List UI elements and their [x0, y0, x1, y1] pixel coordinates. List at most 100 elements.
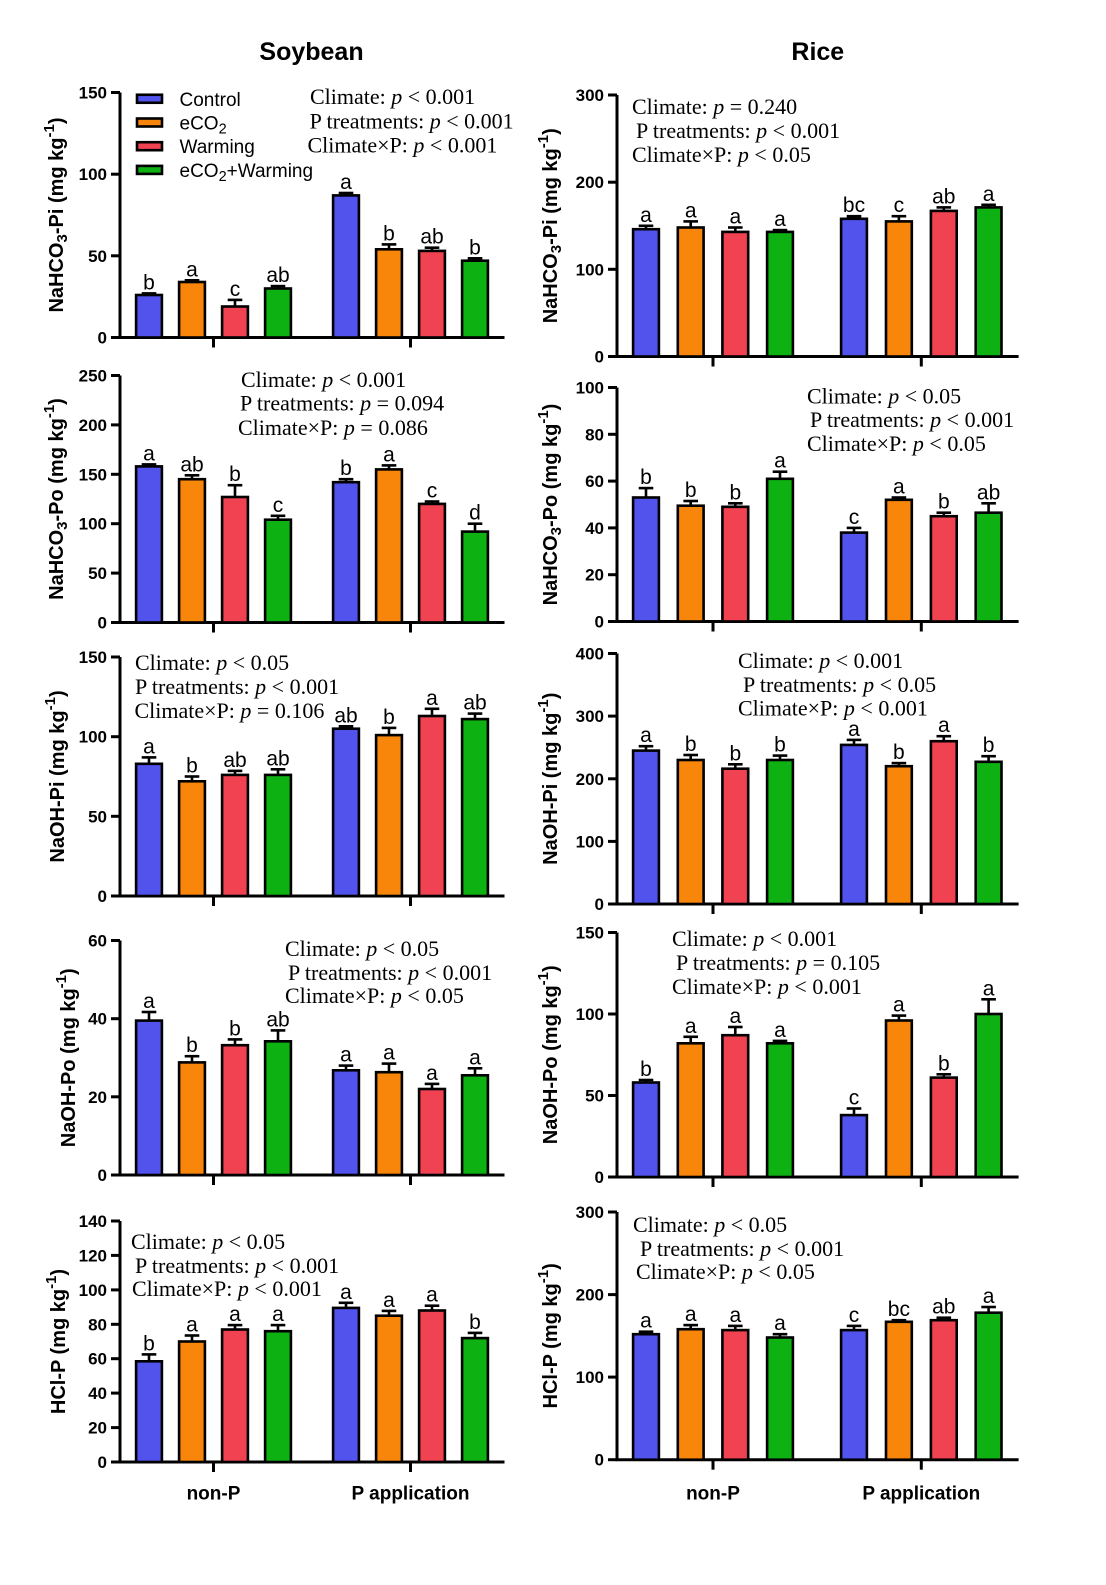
svg-text:60: 60	[88, 1350, 107, 1369]
svg-text:NaHCO3-Po (mg kg-1): NaHCO3-Po (mg kg-1)	[535, 404, 565, 606]
svg-text:P treatments: p < 0.001: P treatments: p < 0.001	[135, 1253, 339, 1278]
svg-text:a: a	[340, 171, 352, 194]
svg-text:Climate: p < 0.001: Climate: p < 0.001	[241, 367, 406, 392]
svg-text:a: a	[143, 442, 155, 465]
svg-text:b: b	[640, 466, 652, 489]
svg-text:120: 120	[79, 1246, 107, 1265]
svg-text:bc: bc	[888, 1298, 910, 1321]
svg-text:50: 50	[585, 1087, 604, 1106]
svg-text:Climate: p < 0.05: Climate: p < 0.05	[285, 936, 439, 961]
svg-text:P treatments: p < 0.001: P treatments: p < 0.001	[810, 407, 1014, 432]
svg-text:a: a	[640, 724, 652, 747]
svg-text:P treatments: p < 0.001: P treatments: p < 0.001	[310, 109, 514, 134]
svg-text:150: 150	[576, 924, 604, 943]
svg-text:200: 200	[576, 1286, 604, 1305]
svg-text:a: a	[729, 1304, 741, 1327]
svg-text:a: a	[685, 199, 697, 222]
svg-text:HCl-P (mg kg-1): HCl-P (mg kg-1)	[535, 1263, 562, 1408]
svg-text:a: a	[774, 1019, 786, 1042]
svg-text:50: 50	[88, 807, 107, 826]
svg-text:0: 0	[595, 895, 604, 914]
svg-text:a: a	[729, 206, 741, 229]
svg-text:a: a	[272, 1303, 284, 1326]
svg-text:100: 100	[576, 1368, 604, 1387]
svg-text:20: 20	[88, 1088, 107, 1107]
svg-text:NaOH-Pi (mg kg-1): NaOH-Pi (mg kg-1)	[535, 693, 562, 865]
svg-text:Climate: p < 0.05: Climate: p < 0.05	[131, 1229, 285, 1254]
svg-text:b: b	[685, 479, 697, 502]
svg-text:100: 100	[576, 832, 604, 851]
svg-text:a: a	[469, 1046, 481, 1069]
svg-text:50: 50	[88, 247, 107, 266]
svg-text:c: c	[894, 194, 905, 217]
svg-text:a: a	[774, 450, 786, 473]
svg-text:a: a	[340, 1281, 352, 1304]
svg-text:b: b	[383, 222, 395, 245]
svg-text:a: a	[143, 735, 155, 758]
svg-text:a: a	[426, 687, 438, 710]
svg-text:80: 80	[585, 425, 604, 444]
svg-text:100: 100	[79, 1281, 107, 1300]
svg-text:150: 150	[79, 648, 107, 667]
svg-text:b: b	[143, 271, 155, 294]
svg-text:b: b	[774, 734, 786, 757]
svg-text:ab: ab	[932, 1296, 955, 1319]
svg-text:Climate×P: p < 0.05: Climate×P: p < 0.05	[636, 1259, 815, 1284]
svg-text:a: a	[640, 1310, 652, 1333]
svg-text:c: c	[273, 494, 284, 517]
svg-text:b: b	[229, 463, 241, 486]
svg-text:20: 20	[88, 1419, 107, 1438]
svg-text:Climate: p = 0.240: Climate: p = 0.240	[632, 94, 797, 119]
svg-text:NaHCO3-Pi (mg kg-1): NaHCO3-Pi (mg kg-1)	[41, 117, 71, 312]
svg-text:Climate: p < 0.05: Climate: p < 0.05	[807, 384, 961, 409]
svg-text:100: 100	[576, 379, 604, 398]
svg-text:P application: P application	[862, 1483, 980, 1504]
svg-text:a: a	[685, 1303, 697, 1326]
svg-text:c: c	[849, 1304, 860, 1327]
svg-text:300: 300	[576, 1203, 604, 1222]
svg-text:b: b	[186, 755, 198, 778]
svg-text:a: a	[983, 183, 995, 206]
svg-text:a: a	[893, 476, 905, 499]
svg-text:a: a	[383, 1042, 395, 1065]
svg-text:HCl-P (mg kg-1): HCl-P (mg kg-1)	[43, 1269, 70, 1414]
svg-text:300: 300	[576, 707, 604, 726]
svg-text:b: b	[340, 457, 352, 480]
svg-text:20: 20	[585, 566, 604, 585]
svg-text:NaHCO3-Po (mg kg-1): NaHCO3-Po (mg kg-1)	[41, 398, 71, 600]
svg-text:0: 0	[595, 348, 604, 367]
svg-text:Climate×P: p = 0.086: Climate×P: p = 0.086	[238, 415, 428, 440]
svg-text:ab: ab	[420, 226, 443, 249]
svg-text:ab: ab	[266, 1008, 289, 1031]
svg-text:P treatments: p < 0.05: P treatments: p < 0.05	[743, 672, 936, 697]
svg-text:b: b	[685, 733, 697, 756]
svg-text:Climate×P: p < 0.05: Climate×P: p < 0.05	[632, 142, 811, 167]
svg-text:d: d	[469, 502, 481, 525]
svg-text:0: 0	[595, 1451, 604, 1470]
svg-text:c: c	[230, 278, 241, 301]
svg-text:150: 150	[79, 465, 107, 484]
svg-text:Climate×P: p < 0.05: Climate×P: p < 0.05	[807, 431, 986, 456]
svg-text:ab: ab	[334, 704, 357, 727]
svg-text:ab: ab	[180, 453, 203, 476]
svg-text:100: 100	[576, 260, 604, 279]
svg-text:NaOH-Pi (mg kg-1): NaOH-Pi (mg kg-1)	[42, 690, 69, 862]
svg-text:b: b	[729, 742, 741, 765]
svg-text:b: b	[983, 734, 995, 757]
svg-text:300: 300	[576, 86, 604, 105]
svg-text:Soybean: Soybean	[259, 38, 363, 66]
svg-text:0: 0	[98, 1453, 107, 1472]
svg-text:40: 40	[88, 1384, 107, 1403]
svg-text:80: 80	[88, 1315, 107, 1334]
svg-text:NaOH-Po (mg kg-1): NaOH-Po (mg kg-1)	[53, 968, 80, 1147]
svg-text:b: b	[893, 741, 905, 764]
svg-text:NaOH-Po (mg kg-1): NaOH-Po (mg kg-1)	[535, 965, 562, 1144]
svg-text:Climate×P: p = 0.106: Climate×P: p = 0.106	[135, 698, 325, 723]
svg-text:Climate×P: p < 0.001: Climate×P: p < 0.001	[308, 133, 498, 158]
svg-text:250: 250	[79, 367, 107, 386]
svg-text:Climate: p < 0.05: Climate: p < 0.05	[135, 650, 289, 675]
svg-text:ab: ab	[266, 747, 289, 770]
svg-text:a: a	[685, 1015, 697, 1038]
svg-text:a: a	[383, 1289, 395, 1312]
svg-text:P application: P application	[352, 1483, 470, 1504]
